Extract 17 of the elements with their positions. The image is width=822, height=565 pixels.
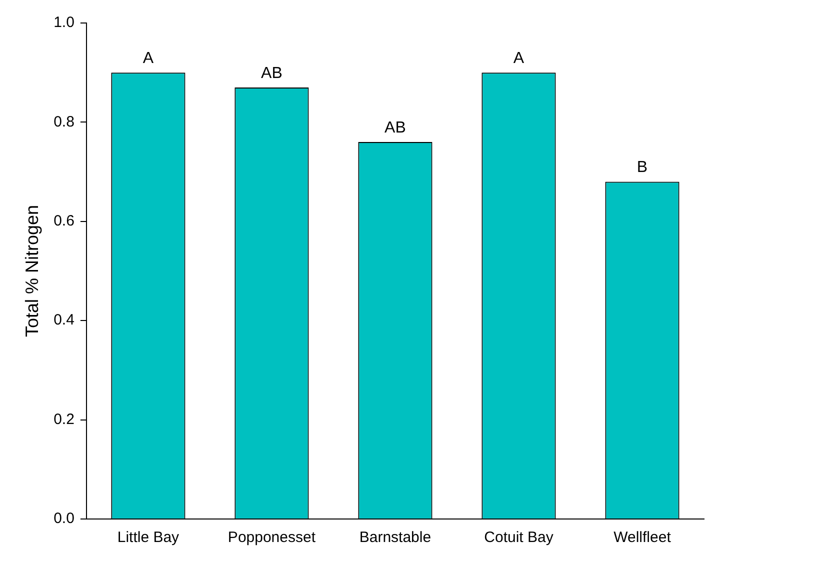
annotation: A bbox=[513, 50, 524, 68]
x-tick-label: Barnstable bbox=[359, 529, 432, 546]
y-tick-label: 0.0 bbox=[54, 510, 74, 528]
annotation: AB bbox=[384, 119, 406, 136]
y-tick-label: 0.4 bbox=[54, 312, 74, 329]
y-tick-label: 0.2 bbox=[54, 410, 74, 428]
y-tick-label: 0.8 bbox=[54, 113, 74, 130]
x-tick-label: Little Bay bbox=[117, 529, 180, 546]
y-tick-label: 1.0 bbox=[54, 14, 74, 32]
annotation: AB bbox=[261, 64, 282, 82]
annotation: B bbox=[636, 159, 648, 176]
x-tick-label: Cotuit Bay bbox=[484, 529, 554, 546]
x-tick-label: Wellfleet bbox=[614, 529, 672, 546]
annotation: A bbox=[142, 50, 154, 68]
y-axis-title: Total % Nitrogen bbox=[22, 204, 42, 338]
y-tick-label: 0.6 bbox=[54, 212, 74, 230]
x-tick-label: Popponesset bbox=[228, 529, 316, 546]
